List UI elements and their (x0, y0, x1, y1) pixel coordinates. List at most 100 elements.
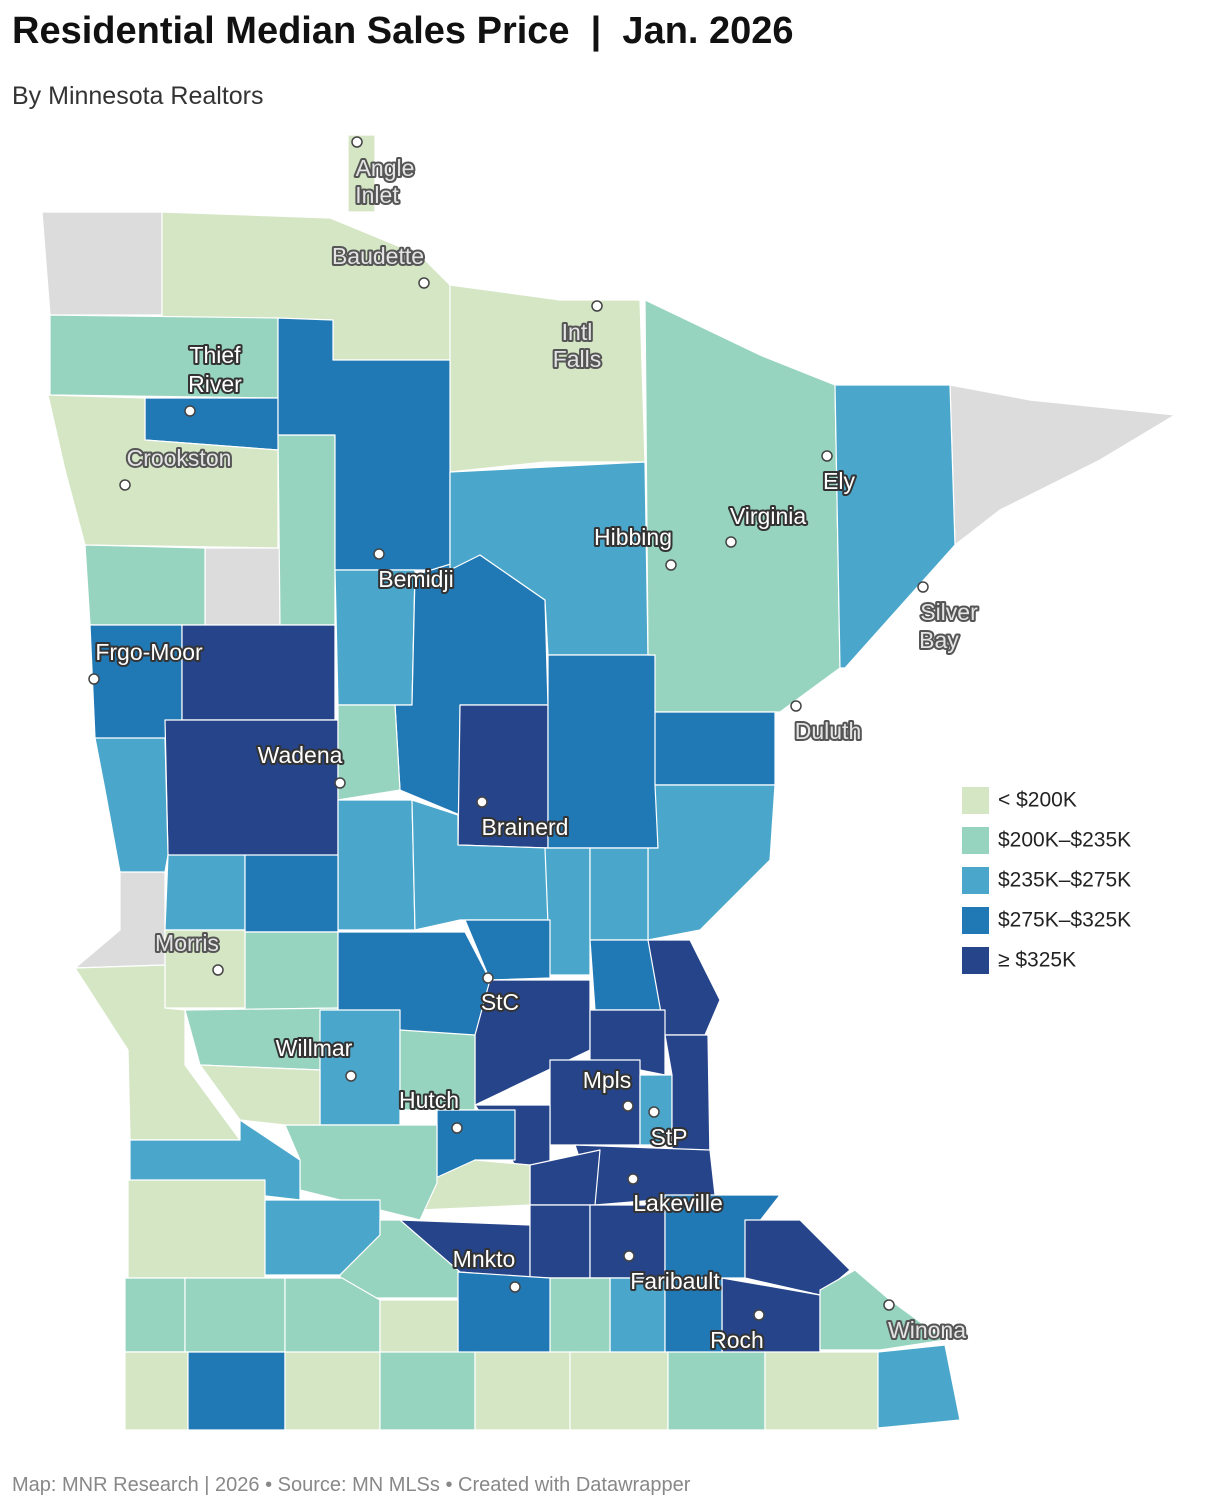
region (124, 1351, 189, 1431)
city-dot (482, 972, 494, 984)
region (164, 719, 339, 859)
region (449, 461, 649, 656)
city-dot (790, 700, 802, 712)
region (644, 299, 841, 713)
subtitle: By Minnesota Realtors (12, 82, 264, 110)
region (347, 134, 376, 213)
city-label: Hibbing (594, 524, 672, 550)
legend-label: $275K–$325K (998, 909, 1131, 932)
region (199, 1064, 321, 1126)
city-dot (622, 1100, 634, 1112)
region (337, 704, 401, 801)
regions (41, 134, 1176, 1431)
city-dot (821, 450, 833, 462)
city-dot (648, 1106, 660, 1118)
legend-swatch (962, 867, 989, 894)
region (549, 1277, 611, 1356)
city-label: Hutch (399, 1087, 459, 1113)
city-dot (627, 1173, 639, 1185)
label-line: Intl (562, 319, 593, 345)
region (319, 1009, 401, 1126)
region (379, 1299, 459, 1356)
city-dot (725, 536, 737, 548)
footer: Map: MNR Research | 2026 • Source: MN ML… (12, 1474, 691, 1496)
city-dot (373, 548, 385, 560)
label-line: River (188, 371, 242, 397)
city-label: Winona (888, 1317, 966, 1343)
city-label: StP (650, 1124, 687, 1150)
city-label: Frgo-Moor (95, 639, 203, 665)
region (181, 624, 336, 721)
city-dot (753, 1309, 765, 1321)
city-label: Willmar (276, 1035, 353, 1061)
region (877, 1344, 961, 1429)
city-label: Roch (710, 1327, 764, 1353)
city-label: Lakeville (633, 1190, 723, 1216)
region (569, 1351, 669, 1431)
city-dot (119, 479, 131, 491)
legend-swatch (962, 907, 989, 934)
city-dot (476, 796, 488, 808)
region (164, 854, 246, 931)
legend-label: < $200K (998, 789, 1077, 812)
region (667, 1351, 766, 1431)
city-dot (509, 1281, 521, 1293)
city-label: Thief River (188, 342, 242, 397)
region (277, 434, 336, 626)
region (949, 384, 1176, 546)
city-dot (351, 136, 363, 148)
label-line: Bay (919, 627, 959, 653)
region (284, 1351, 381, 1431)
region (47, 394, 279, 549)
city-dot (883, 1299, 895, 1311)
region (41, 211, 163, 316)
legend-swatch (962, 787, 989, 814)
city-label: Intl Falls (553, 319, 602, 372)
city-label: Virginia (730, 503, 806, 529)
region (127, 1179, 266, 1279)
region (819, 1269, 946, 1351)
region (834, 384, 956, 669)
legend-swatch (962, 947, 989, 974)
region (474, 979, 591, 1106)
region (187, 1351, 286, 1431)
city-label: Crookston (127, 445, 232, 471)
region (589, 847, 649, 941)
region (449, 284, 646, 473)
legend-swatch (962, 827, 989, 854)
city-dot (917, 581, 929, 593)
region (764, 1351, 879, 1431)
city-label: Duluth (795, 718, 861, 744)
city-dot (418, 277, 430, 289)
label-line: Inlet (355, 182, 399, 208)
region (124, 1277, 186, 1353)
region (74, 871, 166, 969)
city-label: Mpls (583, 1067, 632, 1093)
city-label: Faribault (630, 1268, 720, 1294)
region (74, 964, 241, 1141)
region (529, 1204, 591, 1279)
legend-label: ≥ $325K (998, 949, 1076, 972)
city-label: Mnkto (453, 1246, 516, 1272)
city-label: Angle Inlet (355, 155, 414, 208)
city-label: Baudette (332, 243, 424, 269)
title: Residential Median Sales Price | Jan. 20… (12, 10, 794, 52)
region (244, 854, 339, 933)
label-line: Falls (553, 346, 602, 372)
region (379, 1351, 476, 1431)
region (244, 931, 339, 1011)
region (474, 1351, 571, 1431)
city-dot (212, 964, 224, 976)
legend-label: $235K–$275K (998, 869, 1131, 892)
city-dot (184, 405, 196, 417)
city-label: Brainerd (482, 814, 569, 840)
city-dot (623, 1250, 635, 1262)
region (204, 547, 281, 626)
legend: < $200K $200K–$235K $235K–$275K $275K–$325K… (962, 787, 1131, 974)
region (337, 799, 416, 931)
cities: Angle Inlet Baudette Intl Falls Thief River… (88, 136, 980, 1355)
region (654, 711, 776, 786)
region (94, 737, 169, 873)
